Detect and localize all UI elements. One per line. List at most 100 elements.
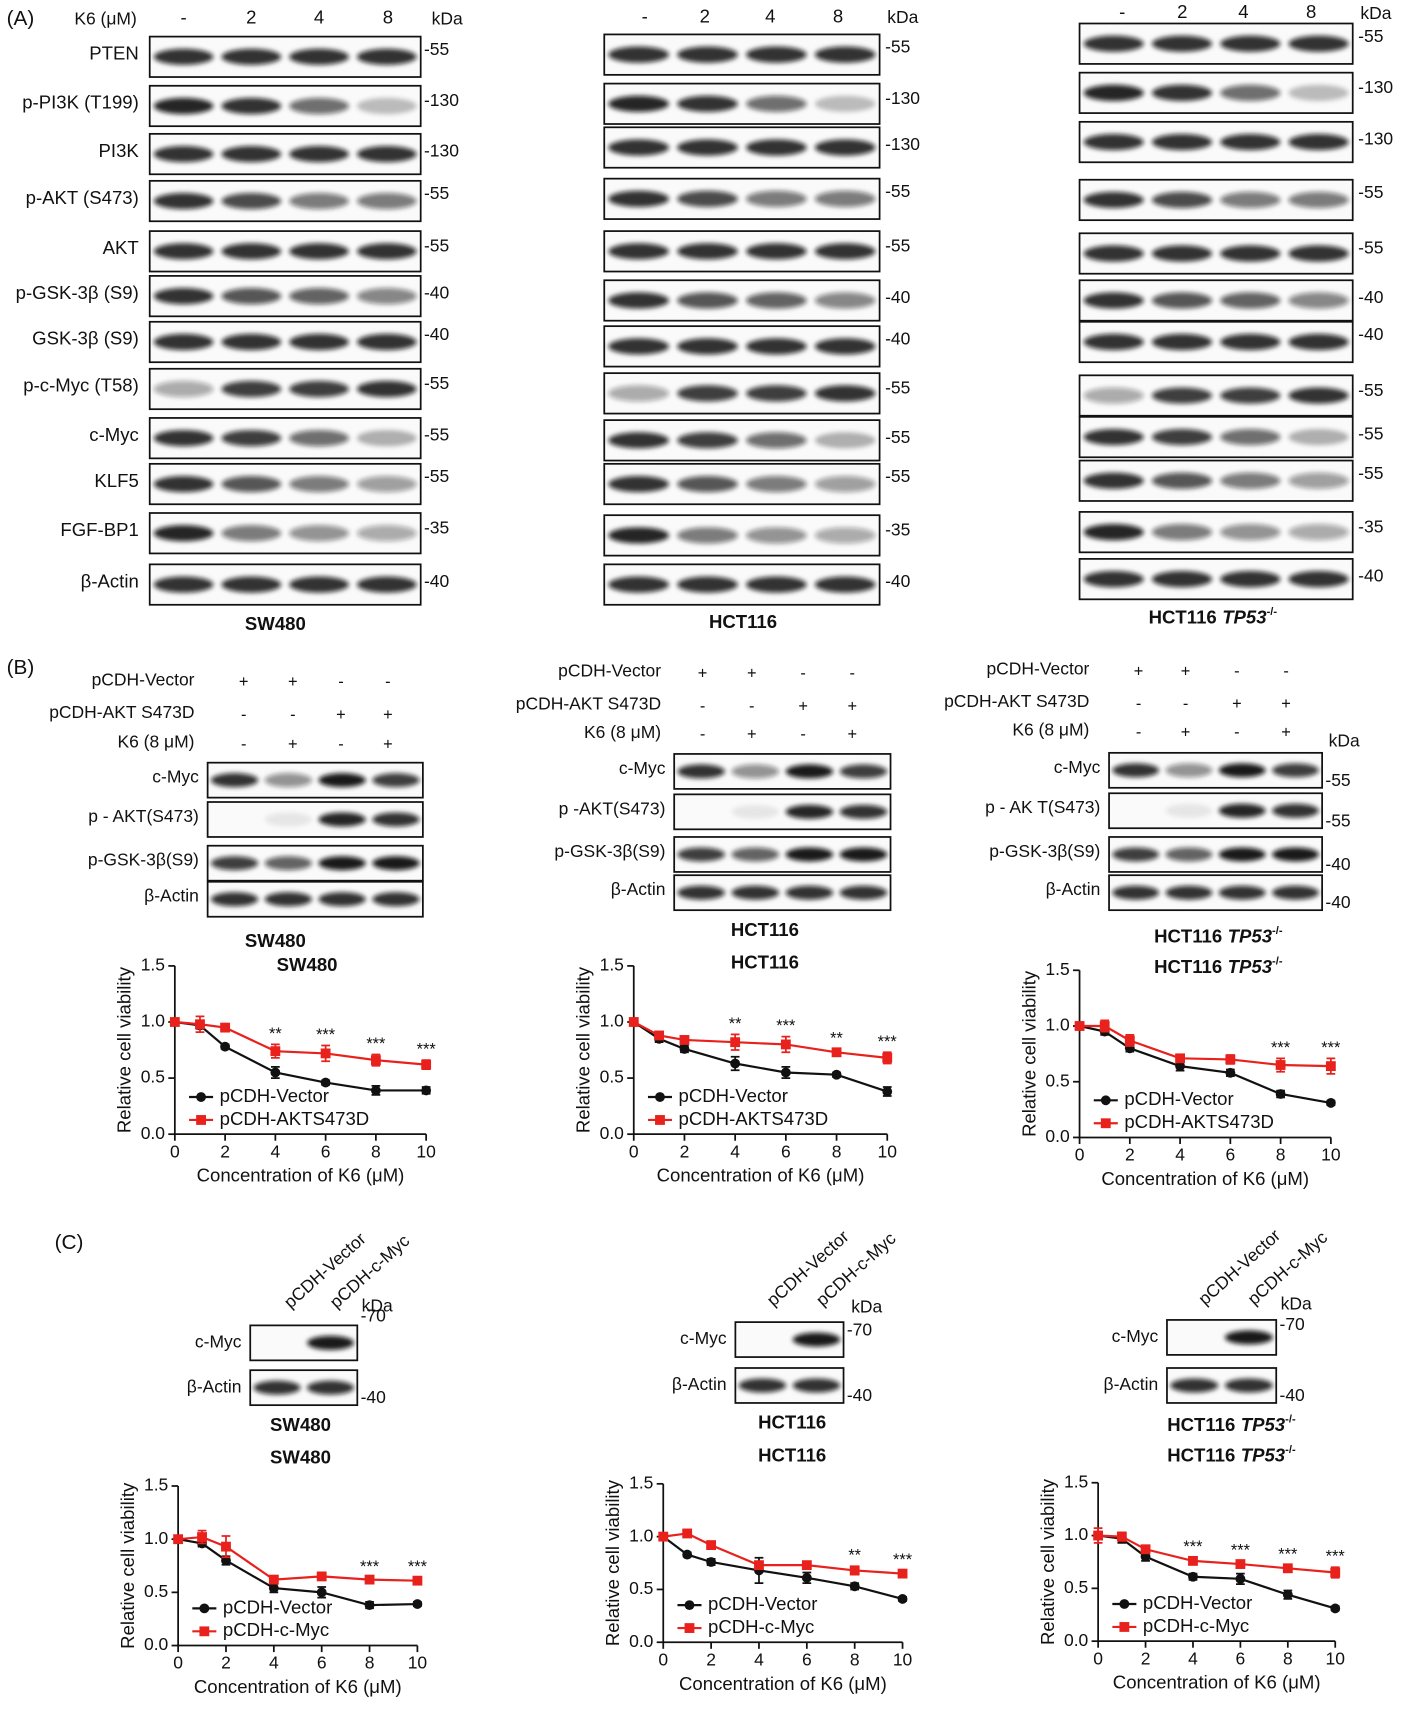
band — [1083, 428, 1144, 446]
point — [270, 1067, 281, 1078]
band — [1288, 191, 1349, 209]
x-tick-label: 4 — [754, 1649, 764, 1669]
point — [706, 1557, 717, 1567]
y-tick-label: 1.5 — [1045, 959, 1069, 979]
point — [730, 1058, 741, 1069]
band — [372, 812, 420, 827]
point — [1275, 1089, 1286, 1099]
band — [839, 764, 888, 779]
sign: + — [847, 697, 857, 715]
band — [746, 190, 807, 207]
point — [1282, 1563, 1293, 1574]
band — [289, 192, 349, 210]
cell-name: HCT116 — [1149, 606, 1217, 627]
marker-label: -55 — [424, 236, 449, 256]
point — [320, 1048, 331, 1059]
legend-marker — [196, 1115, 206, 1125]
row-label: p - AKT(S473) — [88, 806, 199, 826]
y-axis-label: Relative cell viability — [117, 1482, 138, 1649]
band — [1083, 333, 1144, 351]
x-tick-label: 2 — [706, 1649, 716, 1669]
band — [677, 847, 726, 862]
row-label: β-Actin — [672, 1374, 727, 1394]
point — [1188, 1555, 1198, 1566]
point — [1225, 1054, 1236, 1065]
band — [153, 288, 214, 305]
point — [831, 1069, 842, 1080]
band — [1288, 292, 1349, 309]
band — [1083, 84, 1144, 101]
band — [1218, 885, 1266, 900]
point — [316, 1587, 327, 1598]
band — [357, 145, 417, 163]
marker-label: -40 — [885, 328, 911, 348]
sign: - — [800, 726, 805, 744]
marker-label: -55 — [424, 39, 449, 59]
band — [210, 773, 259, 788]
band — [814, 139, 876, 156]
band — [731, 847, 780, 862]
point — [370, 1055, 381, 1066]
band — [677, 432, 738, 449]
sign: - — [800, 664, 805, 682]
x-tick-label: 6 — [802, 1649, 812, 1669]
cell-label: HCT116 — [731, 952, 799, 973]
y-tick-label: 0.0 — [1064, 1630, 1089, 1650]
legend-marker — [655, 1115, 665, 1125]
legend-marker — [1119, 1622, 1130, 1632]
point — [658, 1531, 669, 1542]
row-label: PI3K — [99, 140, 140, 161]
band — [1220, 35, 1281, 52]
band — [153, 333, 214, 351]
band — [785, 804, 834, 819]
row-label: p -AKT(S473) — [559, 798, 666, 818]
band — [785, 764, 834, 779]
cell-name: SW480 — [270, 1414, 331, 1435]
significance: *** — [1321, 1039, 1341, 1057]
point — [169, 1017, 180, 1027]
legend-marker — [196, 1092, 206, 1102]
lane-label: 2 — [246, 6, 256, 27]
gene-name: TP53 — [1222, 606, 1267, 627]
cell-label: HCT116 TP53-/- — [1154, 925, 1283, 947]
row-label: p-GSK-3β(S9) — [554, 841, 665, 861]
y-tick-label: 0.5 — [144, 1581, 168, 1601]
cell-label: HCT116 TP53-/- — [1149, 606, 1278, 628]
band — [357, 333, 417, 351]
row-label: p-GSK-3β (S9) — [16, 282, 139, 303]
genotype: -/- — [1285, 1444, 1296, 1456]
point — [1175, 1053, 1185, 1064]
marker-label: -55 — [424, 373, 449, 393]
marker-label: -35 — [424, 517, 449, 537]
point — [364, 1600, 375, 1611]
sign: + — [336, 706, 346, 724]
point — [682, 1528, 693, 1539]
condition-label: pCDH-AKT S473D — [516, 693, 661, 713]
y-tick-label: 1.5 — [1064, 1471, 1088, 1491]
point — [220, 1041, 231, 1052]
marker-label: -55 — [1358, 238, 1383, 258]
marker-label: -55 — [1358, 380, 1383, 400]
unit-label: kDa — [1360, 3, 1391, 23]
row-label: PTEN — [89, 43, 139, 64]
y-tick-label: 1.0 — [600, 1011, 625, 1031]
lane-label: 2 — [1177, 1, 1187, 22]
point — [421, 1085, 432, 1096]
marker-label: -55 — [1325, 810, 1350, 830]
band — [153, 145, 214, 163]
band — [1083, 191, 1144, 209]
band — [814, 338, 876, 355]
point — [268, 1574, 279, 1585]
point — [195, 1019, 205, 1030]
band — [1288, 35, 1349, 52]
gene-name: TP53 — [1228, 925, 1273, 946]
marker-label: -130 — [424, 141, 459, 161]
unit-label: kDa — [1329, 731, 1360, 751]
band — [289, 97, 349, 115]
cell-name: SW480 — [245, 613, 306, 634]
unit-label: kDa — [851, 1297, 882, 1317]
legend-label: pCDH-c-Myc — [1143, 1615, 1249, 1636]
band — [746, 385, 807, 402]
genotype: -/- — [1272, 955, 1283, 967]
